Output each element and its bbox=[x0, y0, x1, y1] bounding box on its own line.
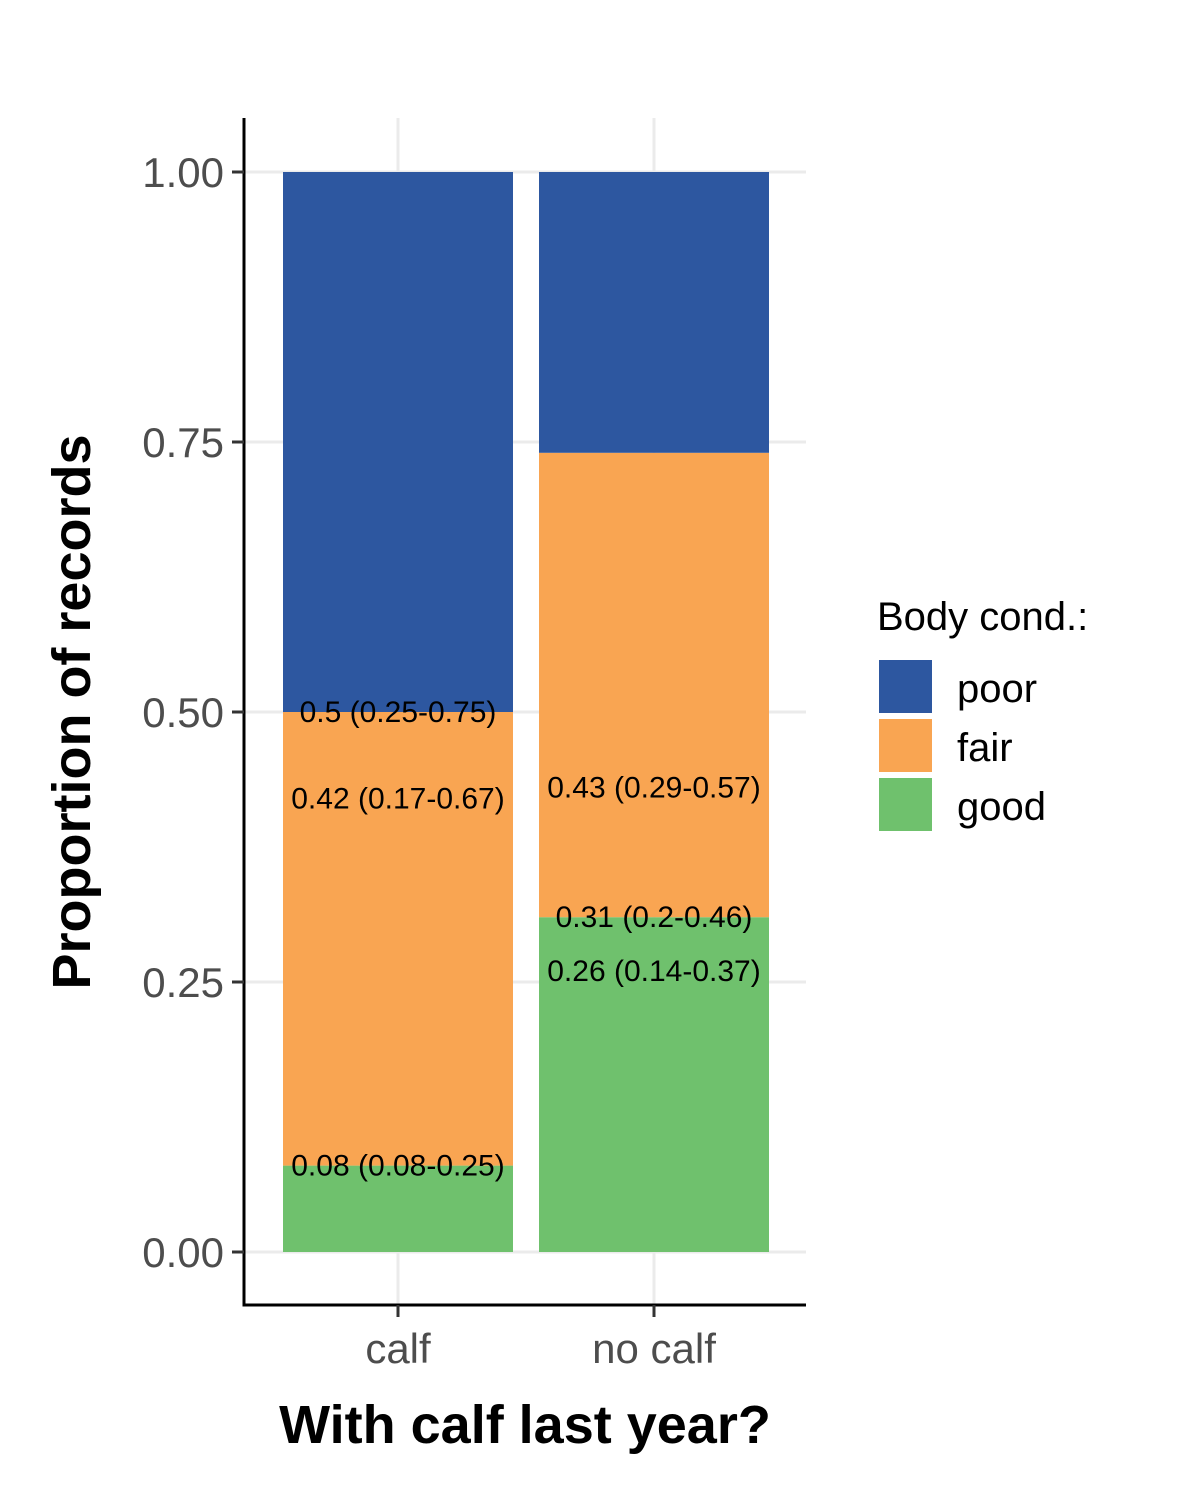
bar-no-calf-poor bbox=[539, 172, 769, 453]
data-label-calf-good: 0.08 (0.08-0.25) bbox=[291, 1150, 504, 1183]
bar-calf-fair bbox=[283, 712, 513, 1166]
y-tick-label-1: 0.25 bbox=[142, 959, 224, 1006]
data-label-calf-poor: 0.5 (0.25-0.75) bbox=[300, 696, 497, 729]
legend-title: Body cond.: bbox=[877, 595, 1088, 639]
bar-no-calf-good bbox=[539, 917, 769, 1252]
legend-label-poor: poor bbox=[957, 667, 1037, 711]
legend-key-fair bbox=[879, 719, 932, 772]
bar-no-calf-fair bbox=[539, 452, 769, 918]
x-axis-title: With calf last year? bbox=[279, 1395, 771, 1455]
x-tick-label-1: no calf bbox=[592, 1325, 716, 1372]
bar-labels: 0.08 (0.08-0.25) 0.42 (0.17-0.67) 0.5 (0.2… bbox=[291, 696, 760, 1183]
legend-key-good bbox=[879, 778, 932, 831]
data-label-no-calf-poor: 0.26 (0.14-0.37) bbox=[547, 955, 760, 988]
data-label-calf-fair: 0.42 (0.17-0.67) bbox=[291, 782, 504, 815]
x-tick-label-0: calf bbox=[365, 1325, 431, 1372]
legend-label-fair: fair bbox=[957, 726, 1013, 770]
legend-label-good: good bbox=[957, 785, 1046, 829]
y-tick-label-0: 0.00 bbox=[142, 1229, 224, 1276]
data-label-no-calf-fair: 0.43 (0.29-0.57) bbox=[547, 772, 760, 805]
bar-calf-good bbox=[283, 1165, 513, 1252]
bars bbox=[283, 172, 769, 1252]
y-tick-label-4: 1.00 bbox=[142, 149, 224, 196]
y-tick-label-3: 0.75 bbox=[142, 419, 224, 466]
legend: Body cond.: poor fair good bbox=[877, 595, 1088, 831]
x-tick-labels: calf no calf bbox=[365, 1305, 716, 1372]
data-label-no-calf-good: 0.31 (0.2-0.46) bbox=[556, 901, 753, 934]
bar-calf-poor bbox=[283, 172, 513, 712]
y-tick-label-2: 0.50 bbox=[142, 689, 224, 736]
y-axis-title: Proportion of records bbox=[42, 434, 102, 989]
legend-key-poor bbox=[879, 660, 932, 713]
y-tick-labels: 0.00 0.25 0.50 0.75 1.00 bbox=[142, 149, 244, 1276]
